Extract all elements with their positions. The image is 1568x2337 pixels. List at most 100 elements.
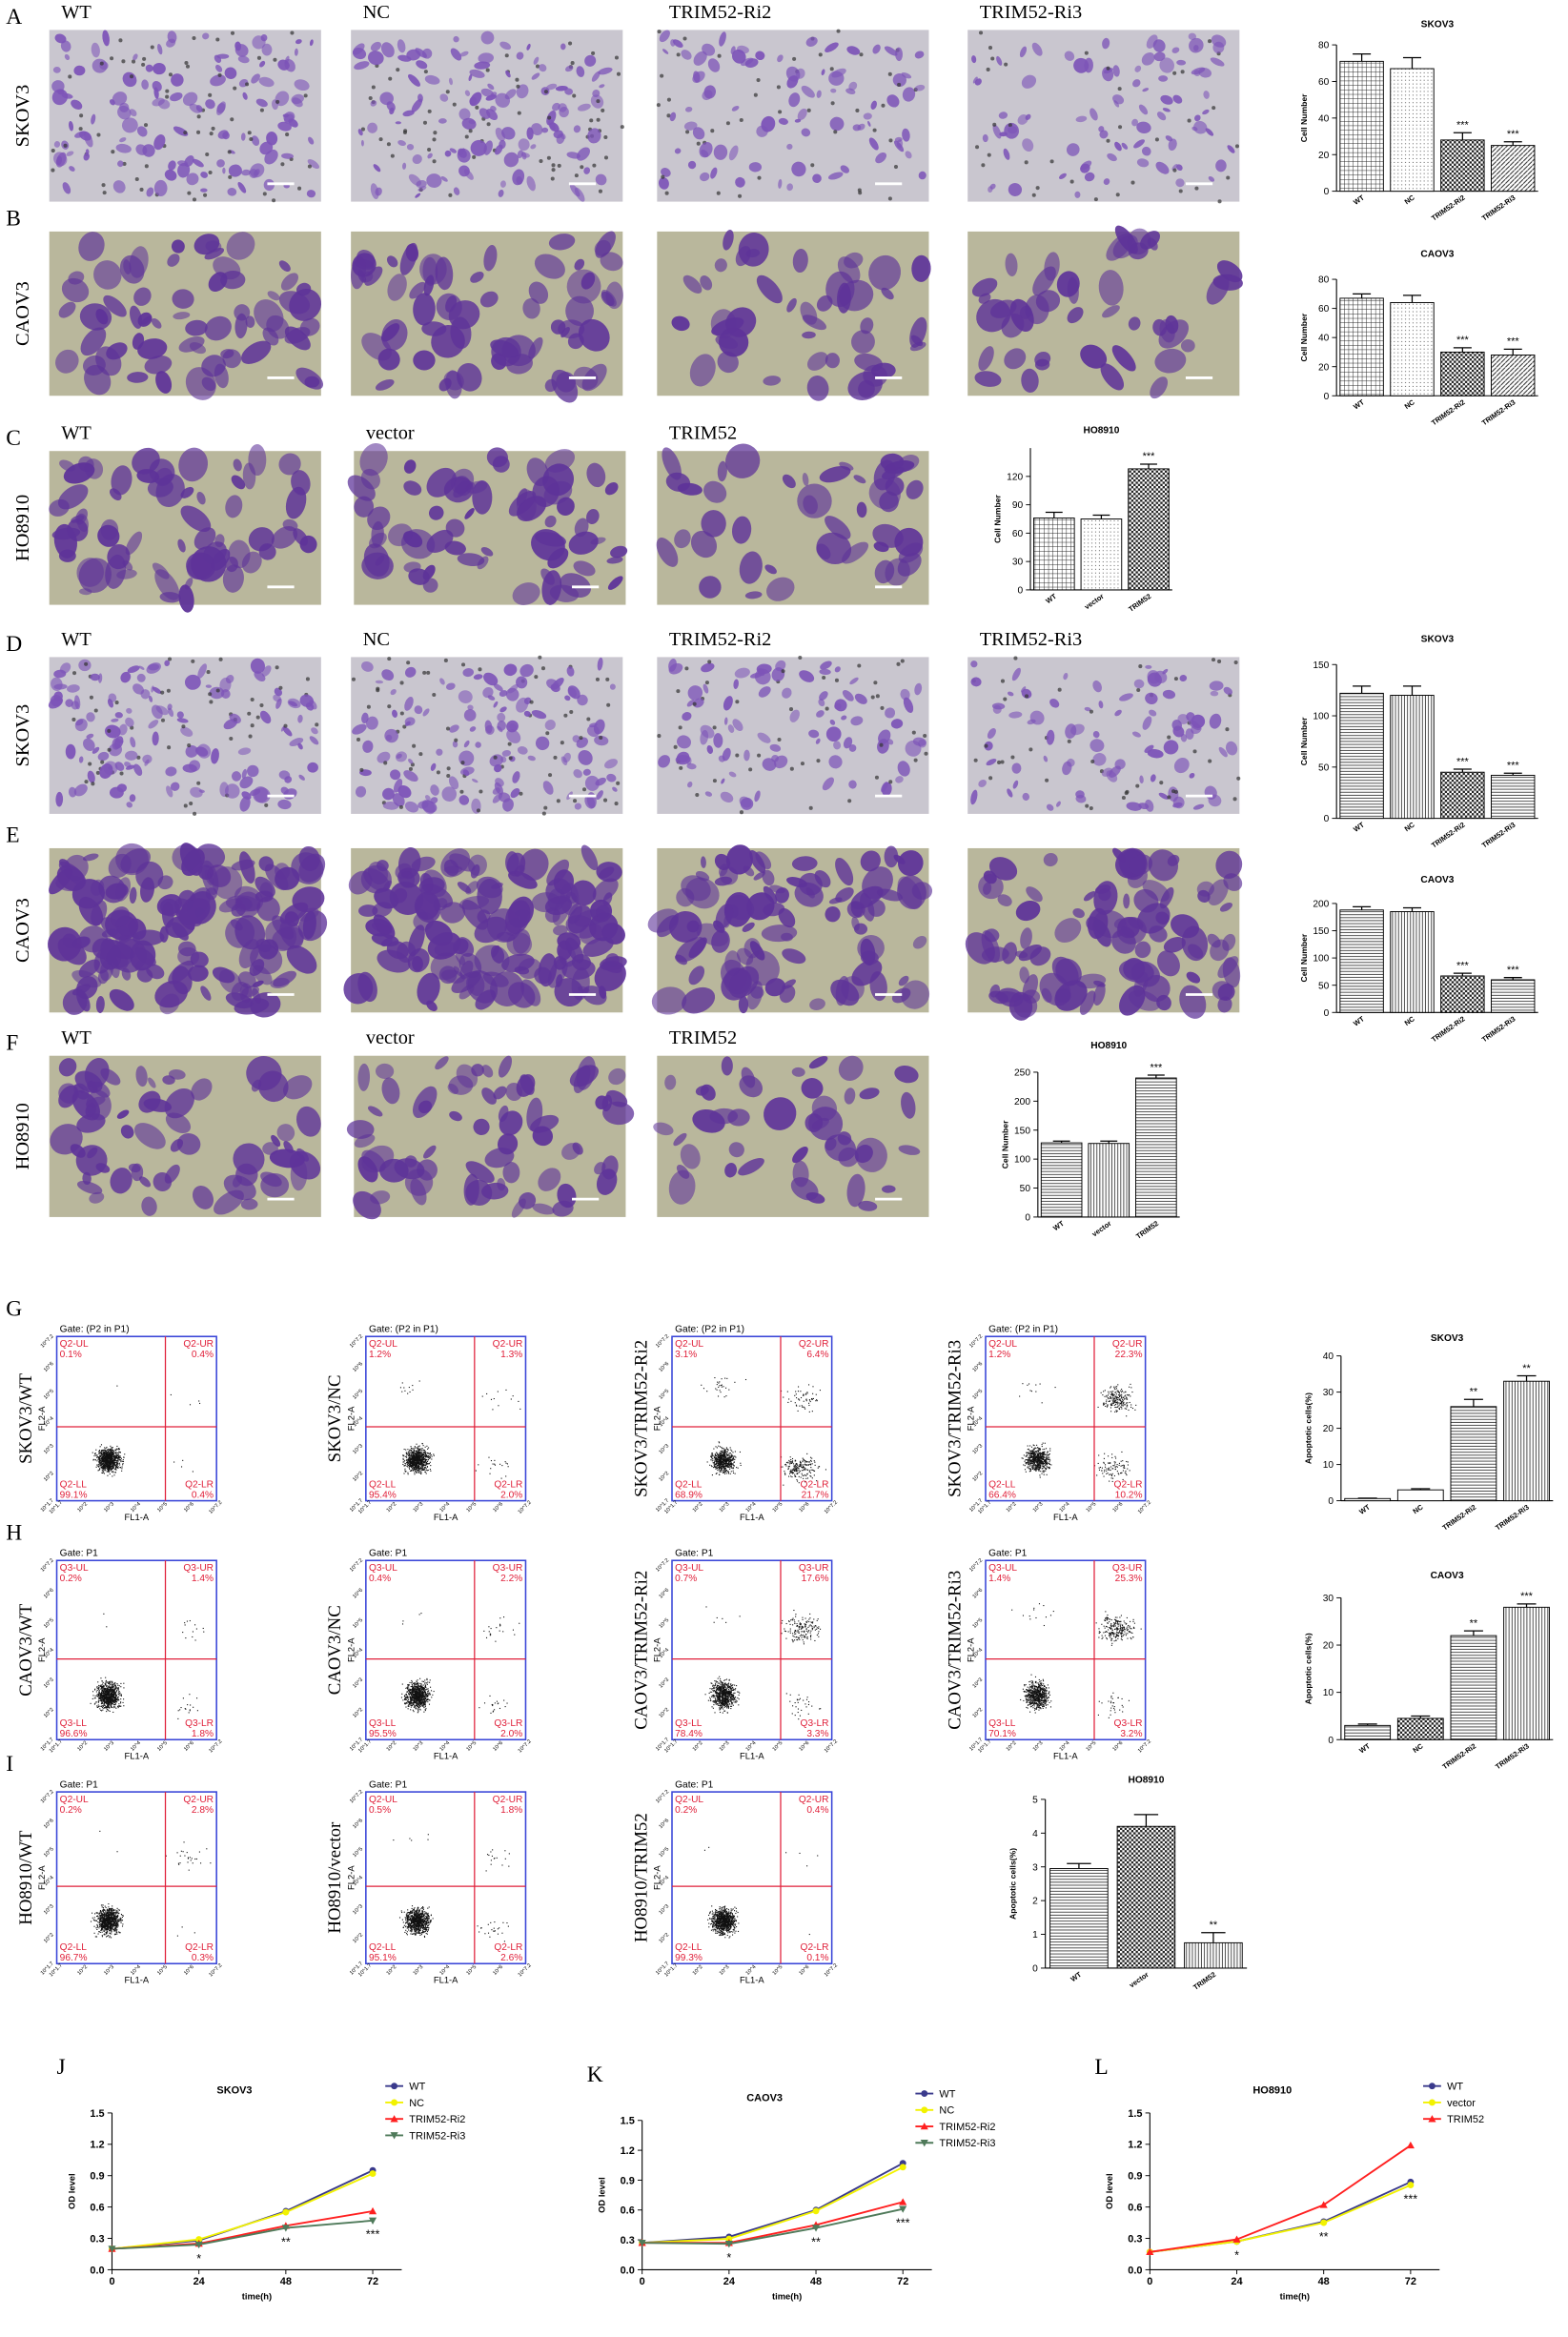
cell xyxy=(182,91,198,106)
pore xyxy=(1115,193,1120,197)
pore xyxy=(250,698,255,702)
pore xyxy=(102,191,107,195)
pore xyxy=(572,93,577,98)
pore xyxy=(230,30,235,35)
event-dot xyxy=(715,1388,717,1390)
event-dot xyxy=(115,1456,117,1458)
event-dot xyxy=(421,1442,423,1445)
event-dot xyxy=(410,1447,413,1450)
event-dot xyxy=(719,1446,721,1448)
cell xyxy=(308,136,315,145)
dot-cloud xyxy=(399,1380,521,1479)
event-dot xyxy=(401,1382,403,1384)
event-dot xyxy=(418,1470,420,1472)
event-dot xyxy=(428,1463,430,1465)
pore xyxy=(422,120,428,125)
pore xyxy=(534,675,539,680)
event-dot xyxy=(795,1391,797,1392)
event-dot xyxy=(430,1453,432,1456)
event-dot xyxy=(428,1447,430,1449)
event-dot xyxy=(794,1402,796,1404)
event-dot xyxy=(116,1460,118,1462)
cell xyxy=(367,122,377,133)
pore xyxy=(387,657,392,661)
event-dot xyxy=(114,1471,116,1473)
cell xyxy=(1176,164,1183,171)
pore xyxy=(1057,687,1062,692)
event-dot xyxy=(411,1468,413,1470)
event-dot xyxy=(418,1456,420,1458)
pore xyxy=(684,666,689,671)
pore xyxy=(452,102,457,107)
event-dot xyxy=(713,1467,715,1469)
condition-label: NC xyxy=(363,2,390,23)
event-dot xyxy=(812,1397,814,1399)
cell xyxy=(756,125,768,137)
event-dot xyxy=(719,1390,721,1392)
event-dot xyxy=(423,1469,425,1471)
event-dot xyxy=(123,1456,125,1458)
pore xyxy=(1106,66,1110,71)
event-dot xyxy=(104,1459,107,1461)
event-dot xyxy=(716,1455,718,1457)
event-dot xyxy=(425,1461,427,1463)
pore xyxy=(543,90,548,94)
cell xyxy=(109,99,115,106)
cell xyxy=(541,127,549,133)
cell xyxy=(53,141,61,148)
pore xyxy=(704,681,709,685)
event-dot xyxy=(102,1451,104,1453)
event-dot xyxy=(725,1470,728,1472)
event-dot xyxy=(422,1465,424,1467)
event-dot xyxy=(723,1449,725,1451)
cell xyxy=(353,43,365,55)
event-dot xyxy=(812,1392,814,1394)
pore xyxy=(445,90,450,94)
cell xyxy=(728,145,739,161)
pore xyxy=(196,781,201,785)
event-dot xyxy=(113,1460,115,1462)
event-dot xyxy=(116,1455,118,1457)
pore xyxy=(383,761,388,765)
event-dot xyxy=(796,1397,798,1399)
cell xyxy=(168,160,176,171)
pore xyxy=(248,734,253,739)
event-dot xyxy=(426,1470,428,1472)
pore xyxy=(556,799,560,803)
event-dot xyxy=(430,1465,432,1467)
pore xyxy=(1000,760,1005,764)
event-dot xyxy=(115,1469,117,1471)
pore xyxy=(388,76,393,81)
micrograph xyxy=(656,443,929,605)
event-dot xyxy=(719,1454,722,1457)
event-dot xyxy=(92,1458,94,1460)
pore xyxy=(778,110,783,114)
event-dot xyxy=(422,1458,424,1460)
cell xyxy=(152,97,165,107)
event-dot xyxy=(418,1445,420,1447)
pore xyxy=(165,89,170,93)
cell xyxy=(112,180,126,193)
cell xyxy=(115,143,132,153)
event-dot xyxy=(409,1456,411,1458)
cell xyxy=(1165,135,1173,142)
pore xyxy=(1089,709,1093,714)
pore xyxy=(101,183,106,188)
event-dot xyxy=(414,1450,416,1452)
pore xyxy=(464,134,469,139)
pore xyxy=(1167,735,1171,740)
cell xyxy=(119,137,127,143)
pore xyxy=(168,72,173,77)
cell xyxy=(548,119,556,132)
cell xyxy=(440,175,448,182)
cell xyxy=(370,100,377,107)
cell xyxy=(186,173,199,186)
event-dot xyxy=(119,1464,121,1466)
cell xyxy=(1103,68,1113,74)
flow-x-tick: 10^3 xyxy=(413,1501,425,1514)
event-dot xyxy=(110,1449,112,1451)
event-dot xyxy=(103,1453,105,1454)
pore xyxy=(551,168,556,173)
event-dot xyxy=(728,1467,730,1469)
pore xyxy=(517,111,521,115)
